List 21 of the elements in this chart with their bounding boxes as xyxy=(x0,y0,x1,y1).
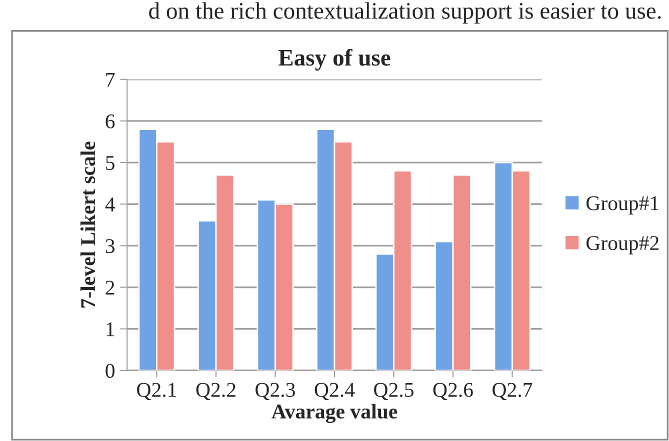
x-tick-label: Q2.5 xyxy=(374,382,414,400)
x-tick-label: Q2.4 xyxy=(314,382,355,400)
x-tick-label: Q2.7 xyxy=(492,382,532,400)
y-tick-label: 5 xyxy=(106,156,114,170)
legend-label: Group#2 xyxy=(586,236,659,254)
x-tick-label: Q2.2 xyxy=(196,382,236,400)
legend-label: Group#1 xyxy=(586,196,658,214)
y-tick-label: 6 xyxy=(106,114,115,128)
text: d on the rich contextualization support is easier to use. xyxy=(149,2,661,24)
y-tick-label: 2 xyxy=(106,280,114,295)
y-tick-label: 7 xyxy=(106,72,115,87)
y-tick-label: 0 xyxy=(106,364,115,378)
chart-title: Easy of use xyxy=(278,48,390,71)
y-axis-title: 7-level Likert scale xyxy=(80,142,96,308)
y-tick-label: 4 xyxy=(105,198,115,212)
x-tick-label: Q2.3 xyxy=(256,382,295,400)
x-tick-label: Q2.6 xyxy=(433,382,473,400)
x-tick-label: Q2.1 xyxy=(137,382,176,400)
x-axis-title: Avarage value xyxy=(272,404,398,423)
y-tick-label: 1 xyxy=(106,322,114,336)
y-tick-label: 3 xyxy=(106,239,114,254)
